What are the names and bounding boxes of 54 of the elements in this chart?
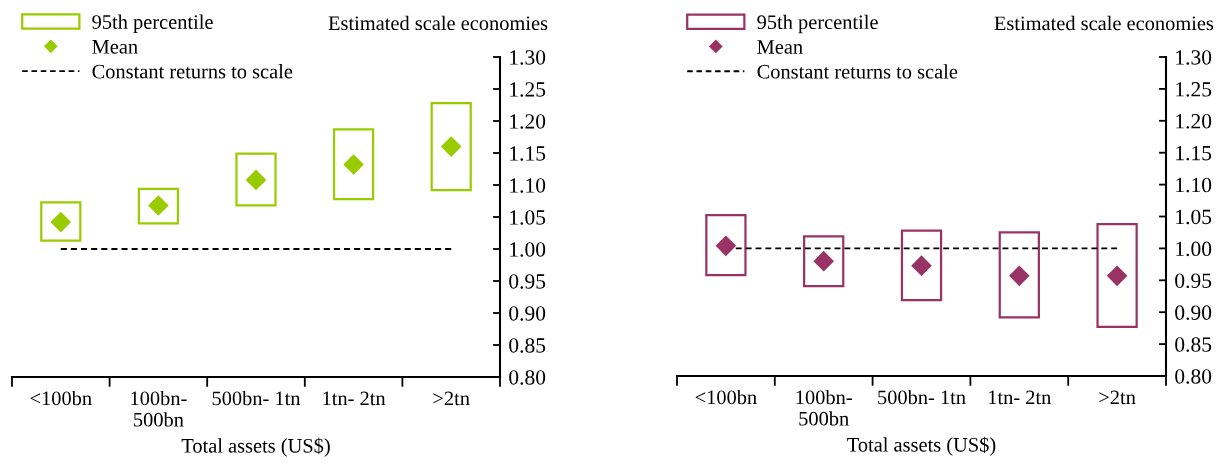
y-axis-title: Estimated scale economies <box>328 15 548 31</box>
y-tick-label: 1.25 <box>510 82 546 97</box>
x-tick-label: 100bn- 500bn <box>131 390 187 427</box>
legend-label: Mean <box>92 40 138 54</box>
x-axis-title: Total assets (US$) <box>847 436 996 456</box>
x-tick-label: >2tn <box>1099 390 1136 405</box>
y-tick-label: 0.85 <box>1175 337 1212 352</box>
y-tick-label: 0.95 <box>1175 273 1212 289</box>
y-tick-label: 1.30 <box>1176 50 1212 65</box>
x-tick-label: <100bn <box>695 389 757 405</box>
y-tick-label: 1.30 <box>510 50 546 65</box>
bar <box>235 152 277 207</box>
bar <box>998 231 1040 319</box>
x-tick-label: 100bn- 500bn <box>796 389 852 426</box>
y-tick-label: 1.20 <box>1176 113 1212 129</box>
bar <box>332 128 375 201</box>
y-tick-label: 1.10 <box>1176 177 1212 193</box>
bar <box>137 187 180 225</box>
bar <box>1096 223 1138 328</box>
x-tick-label: 1tn- 2tn <box>989 390 1052 405</box>
x-tick-label: <100bn <box>30 390 92 406</box>
legend-label: 95th percentile <box>757 14 878 34</box>
point <box>1106 265 1128 287</box>
y-tick-label: 0.85 <box>509 338 546 353</box>
bar <box>900 229 943 302</box>
point <box>440 136 462 157</box>
y-tick-label: 0.80 <box>1175 369 1212 384</box>
bar <box>430 101 472 192</box>
bar <box>705 214 747 277</box>
y-tick-label: 1.05 <box>510 210 546 225</box>
y-tick-label: 1.25 <box>1176 82 1212 97</box>
y-axis-title: Estimated scale economies <box>994 15 1214 31</box>
y-tick-label: 0.80 <box>509 370 546 385</box>
x-tick-label: >2tn <box>433 391 470 406</box>
x-tick-label: 1tn- 2tn <box>323 391 386 406</box>
x-tick-label: 500bn- 1tn <box>878 389 966 405</box>
y-tick-label: 1.10 <box>510 178 546 193</box>
x-axis-title: Total assets (US$) <box>181 437 330 457</box>
y-tick-label: 1.05 <box>1176 209 1212 225</box>
y-tick-label: 1.00 <box>1176 241 1212 257</box>
y-tick-label: 1.15 <box>510 146 546 161</box>
y-tick-label: 0.90 <box>509 306 546 321</box>
y-tick-label: 1.20 <box>510 114 546 129</box>
y-tick-label: 0.90 <box>1175 305 1212 320</box>
bar <box>803 235 845 288</box>
bar <box>40 201 82 242</box>
y-tick-label: 1.15 <box>1176 145 1212 161</box>
legend-label: Constant returns to scale <box>757 64 958 79</box>
legend-label: 95th percentile <box>92 14 213 34</box>
x-tick-label: 500bn- 1tn <box>212 390 301 406</box>
legend-label: Mean <box>757 40 803 54</box>
y-tick-label: 0.95 <box>509 274 546 289</box>
legend-label: Constant returns to scale <box>92 64 293 79</box>
y-tick-label: 1.00 <box>510 242 546 257</box>
